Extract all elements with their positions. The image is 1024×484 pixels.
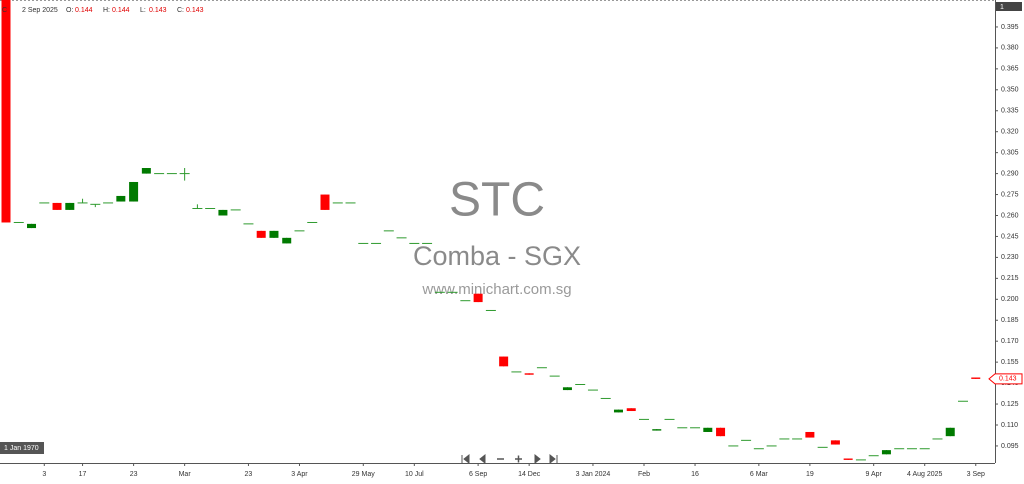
info-value: 0.143 (149, 7, 167, 14)
candle-body (613, 409, 623, 413)
candle-body (881, 450, 891, 455)
candle-body (703, 427, 713, 432)
x-tick-label: 3 Apr (291, 471, 308, 478)
y-tick-label: 0.215 (1001, 275, 1019, 282)
pane-id-box (996, 2, 1022, 11)
pane-id: 1 (1000, 4, 1004, 11)
info-label: O: (66, 7, 73, 14)
y-tick-label: 0.170 (1001, 338, 1019, 345)
info-label: H: (103, 7, 110, 14)
y-tick-label: 0.380 (1001, 45, 1019, 52)
candle-body (830, 440, 840, 445)
x-tick-label: 3 Sep (967, 471, 985, 478)
info-label: L: (140, 7, 146, 14)
x-tick-label: 17 (79, 471, 87, 478)
x-tick-label: 6 Sep (469, 471, 487, 478)
y-tick-label: 0.290 (1001, 170, 1019, 177)
x-tick-label: 19 (806, 471, 814, 478)
candle-body (256, 230, 266, 238)
x-tick-label: 16 (691, 471, 699, 478)
candle-body (843, 458, 853, 460)
x-tick-label: 9 Apr (866, 471, 883, 478)
y-tick-label: 0.305 (1001, 149, 1019, 156)
candle-body (141, 168, 151, 174)
crosshair-date: 1 Jan 1970 (4, 445, 39, 452)
watermark-symbol: STC (449, 174, 545, 227)
candle-body (524, 373, 534, 375)
candle-body (626, 408, 636, 412)
crosshair-date-box (0, 442, 44, 454)
candle-body (652, 429, 662, 431)
info-value: 0.144 (75, 7, 93, 14)
y-tick-label: 0.095 (1001, 443, 1019, 450)
candle-body (52, 202, 62, 210)
y-tick-label: 0.185 (1001, 317, 1019, 324)
x-tick-label: 3 Jan 2024 (576, 471, 611, 478)
info-value: 0.144 (112, 7, 130, 14)
nav-back[interactable] (479, 453, 486, 465)
y-tick-label: 0.395 (1001, 24, 1019, 31)
nav-end[interactable] (549, 453, 558, 465)
watermark-site: www.minichart.com.sg (421, 281, 571, 298)
candle-body (473, 293, 483, 303)
x-tick-label: 4 Aug 2025 (907, 471, 943, 478)
info-date: 2 Sep 2025 (22, 7, 58, 14)
info-value: 0.143 (186, 7, 204, 14)
x-tick-label: 14 Dec (518, 471, 541, 478)
navigation[interactable] (461, 453, 558, 465)
candle-body (320, 194, 330, 210)
candle-body (129, 181, 139, 202)
info-label: C: (177, 7, 184, 14)
x-tick-label: Feb (638, 471, 650, 478)
y-tick-label: 0.260 (1001, 212, 1019, 219)
x-tick-label: 3 (42, 471, 46, 478)
candles (1, 0, 981, 461)
y-tick-label: 0.230 (1001, 254, 1019, 261)
y-tick-label: 0.335 (1001, 108, 1019, 115)
candle-body (499, 356, 509, 367)
nav-forward[interactable] (534, 453, 541, 465)
last-price-label: 0.143 (999, 376, 1017, 383)
x-tick-label: Mar (179, 471, 192, 478)
candle-body (945, 427, 955, 437)
y-tick-label: 0.275 (1001, 191, 1019, 198)
x-tick-label: 23 (245, 471, 253, 478)
candle-body (1, 0, 11, 223)
candle-body (716, 427, 726, 437)
y-tick-label: 0.365 (1001, 66, 1019, 73)
candle-body (282, 237, 292, 244)
candle-body (218, 209, 228, 216)
x-tick-label: 29 May (352, 471, 375, 478)
y-tick-label: 0.110 (1001, 422, 1018, 429)
last-price-tag (988, 373, 1023, 385)
y-tick-label: 0.125 (1001, 401, 1019, 408)
nav-start[interactable] (461, 453, 470, 465)
y-tick-label: 0.320 (1001, 129, 1019, 136)
candle-body (562, 387, 572, 391)
watermark-name: Comba - SGX (413, 241, 581, 271)
candle-body (65, 202, 75, 210)
candle-body (269, 230, 279, 238)
y-tick-label: 0.350 (1001, 87, 1019, 94)
candle-body (805, 431, 815, 438)
x-tick-label: 23 (130, 471, 138, 478)
nav-zoom-in[interactable] (515, 455, 522, 463)
x-tick-label: 10 Jul (405, 471, 424, 478)
info-ticker: C (2, 7, 7, 14)
y-tick-label: 0.245 (1001, 233, 1019, 240)
candle-body (971, 377, 981, 379)
candle-body (116, 195, 126, 202)
x-tick-label: 6 Mar (750, 471, 769, 478)
y-tick-label: 0.155 (1001, 359, 1019, 366)
candle-body (27, 223, 37, 229)
y-tick-label: 0.200 (1001, 296, 1019, 303)
